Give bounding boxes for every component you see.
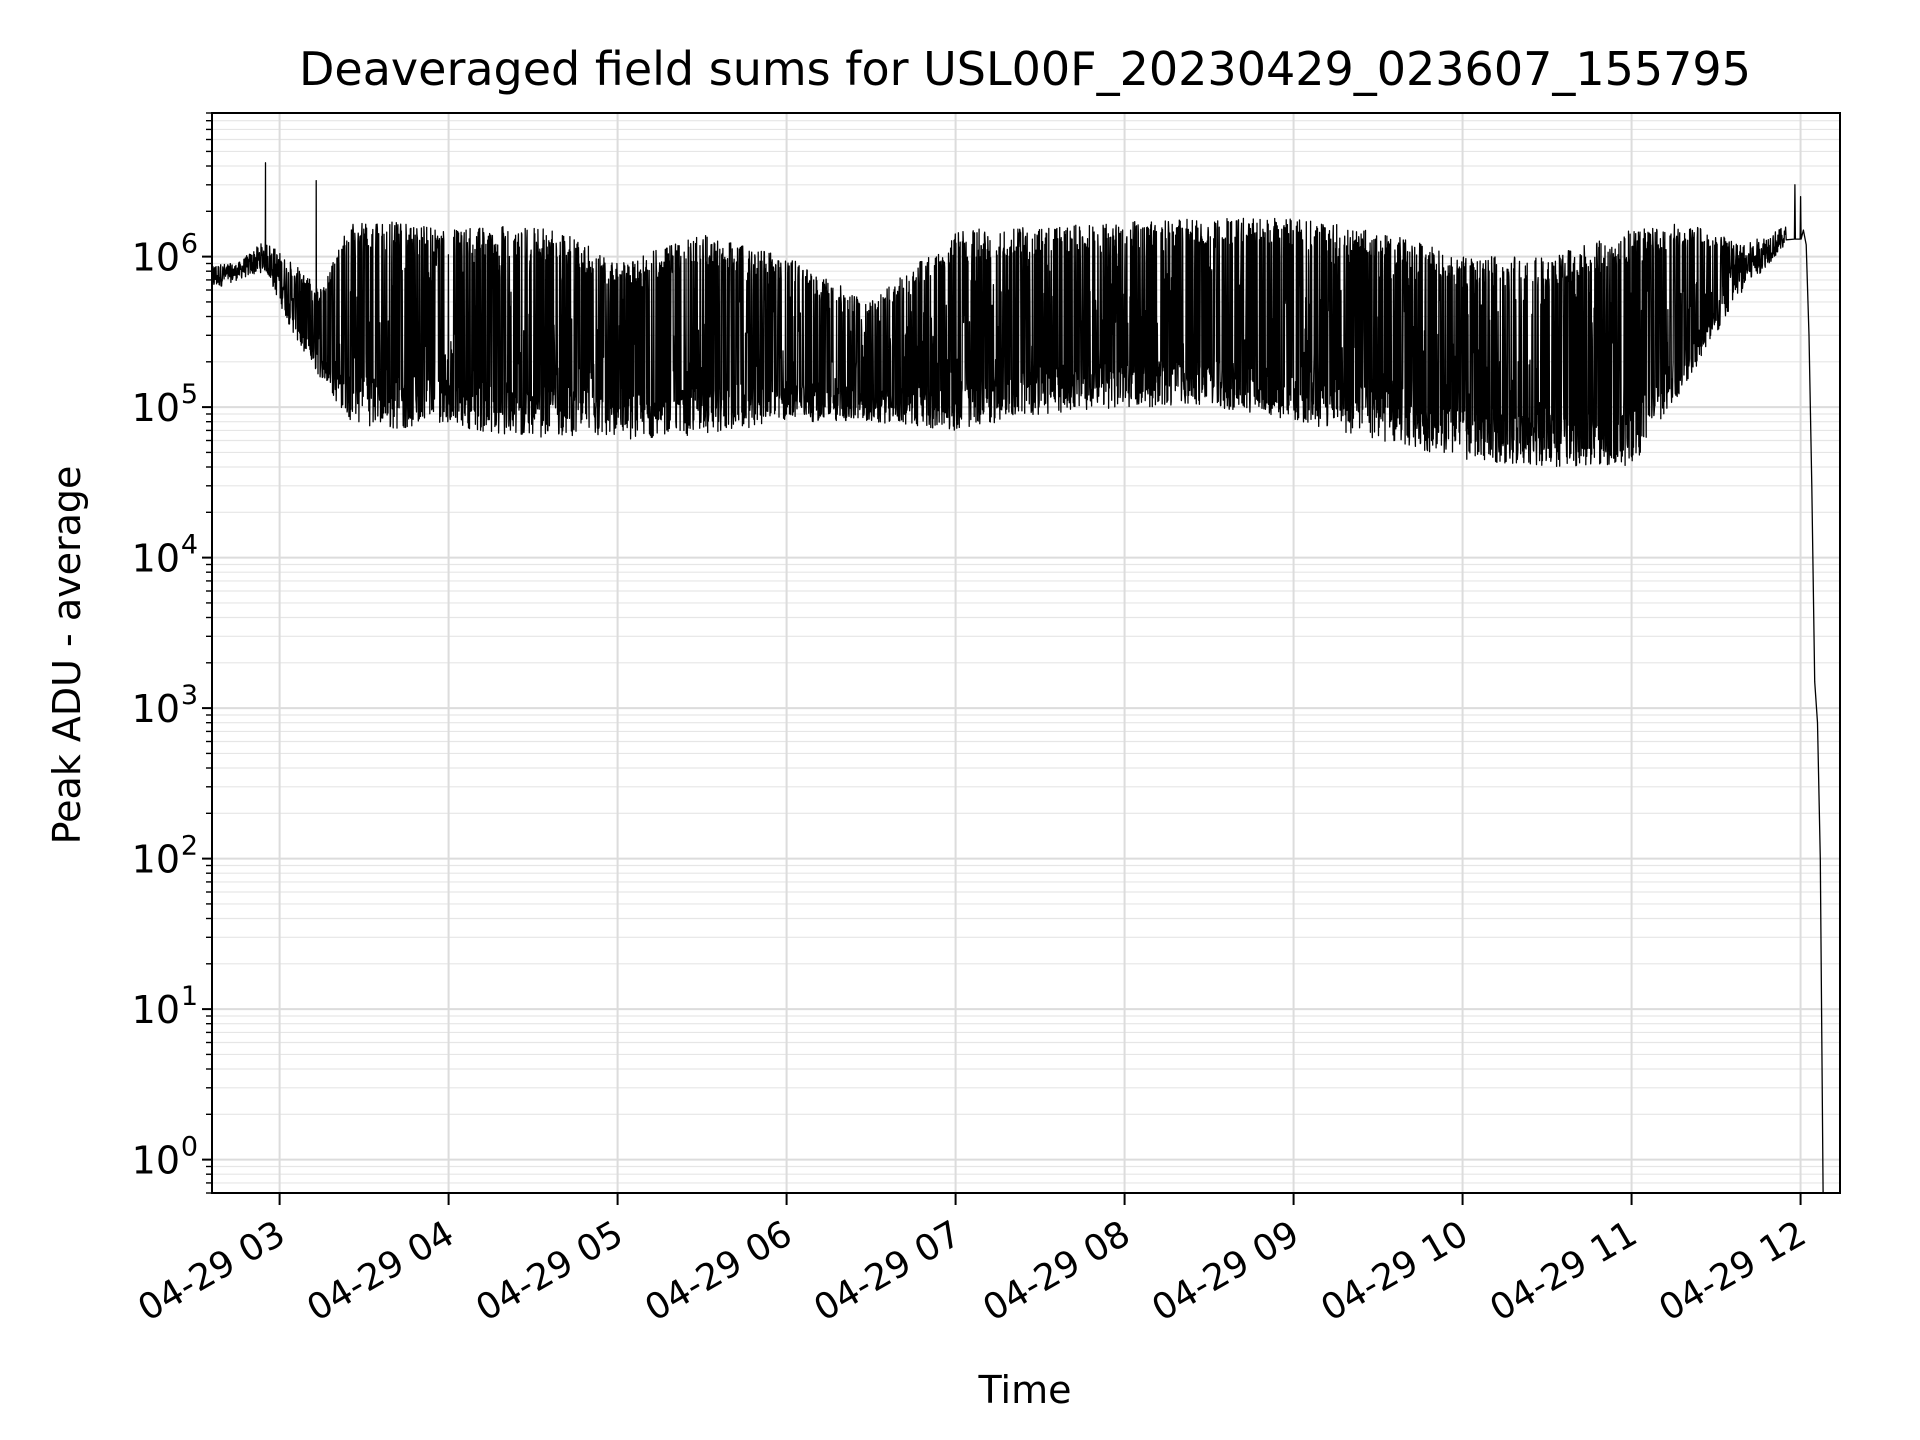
chart-title: Deaveraged field sums for USL00F_2023042…	[299, 42, 1751, 96]
y-tick-exponent: 2	[181, 831, 198, 862]
x-axis-label: Time	[978, 1368, 1072, 1412]
y-tick-exponent: 5	[181, 379, 198, 410]
grid-lines	[212, 112, 1840, 1194]
y-tick-label: 10	[132, 537, 180, 581]
y-tick-exponent: 0	[181, 1132, 198, 1163]
y-tick-label: 10	[132, 236, 180, 280]
y-tick-exponent: 1	[181, 981, 198, 1012]
y-tick-exponent: 6	[181, 229, 198, 260]
y-tick-exponent: 3	[181, 680, 198, 711]
y-tick-label: 10	[132, 1139, 180, 1183]
y-tick-label: 10	[132, 687, 180, 731]
y-axis-label: Peak ADU - average	[45, 466, 89, 845]
y-tick-label: 10	[132, 988, 180, 1032]
series-line	[211, 162, 1824, 1194]
plot-frame	[211, 112, 1841, 1194]
y-tick-label: 10	[132, 386, 180, 430]
y-tick-label: 10	[132, 838, 180, 882]
series-layer	[211, 162, 1824, 1194]
y-tick-exponent: 4	[181, 530, 198, 561]
